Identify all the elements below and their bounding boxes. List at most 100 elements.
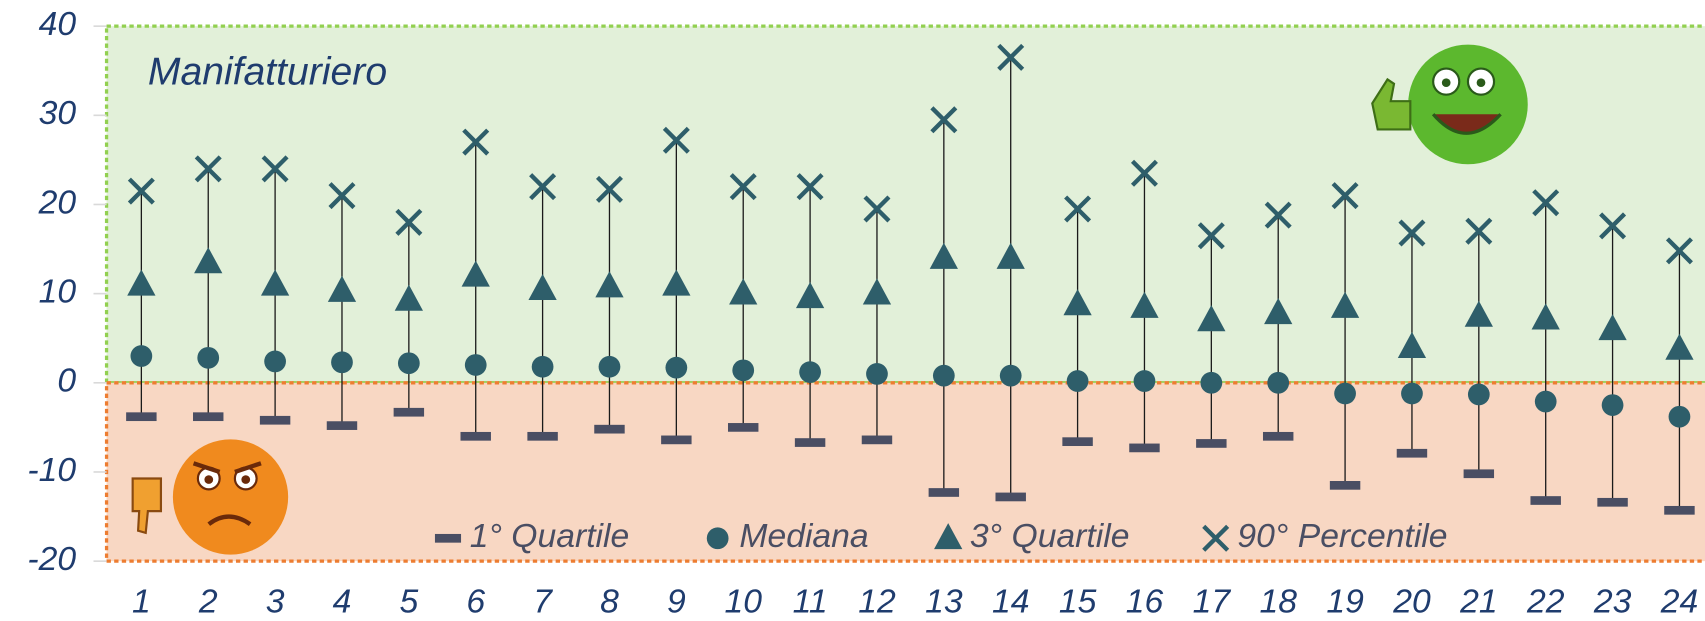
x-tick-label: 7: [533, 582, 553, 620]
q1-marker: [861, 435, 893, 445]
annotation: Manifatturiero: [148, 50, 387, 93]
sad-emoji: [131, 439, 289, 555]
q3-marker: [795, 281, 825, 309]
median-marker: [531, 355, 554, 378]
q3-marker: [1464, 300, 1493, 327]
p90-marker: [395, 208, 423, 236]
p90-marker: [127, 177, 155, 205]
q3-marker: [595, 271, 624, 298]
y-tick-label: -20: [27, 540, 76, 578]
legend-item: Mediana: [706, 517, 869, 555]
median-marker: [1334, 382, 1356, 405]
legend-label: 1° Quartile: [470, 517, 630, 555]
x-tick-label: 3: [266, 582, 285, 620]
legend-symbol: [434, 533, 462, 543]
q3-marker: [1130, 291, 1159, 318]
q3-marker: [127, 269, 156, 296]
median-marker: [932, 364, 955, 387]
q1-marker: [995, 492, 1026, 502]
q3-marker: [1397, 331, 1427, 359]
median-marker: [264, 350, 286, 373]
legend-item: 1° Quartile: [434, 517, 630, 555]
q1-marker: [393, 407, 425, 417]
q1-marker: [193, 412, 224, 422]
q1-marker: [126, 412, 157, 422]
legend-symbol: [934, 523, 963, 550]
q3-marker: [327, 275, 357, 302]
x-tick-label: 2: [198, 582, 218, 620]
q1-marker: [727, 423, 759, 432]
y-tick-label: 20: [38, 183, 77, 221]
q1-marker: [1262, 431, 1294, 441]
x-tick-label: 23: [1593, 582, 1632, 620]
median-marker: [1601, 394, 1624, 416]
median-marker: [1467, 383, 1490, 406]
median-marker: [665, 356, 688, 379]
x-tick-label: 9: [667, 582, 686, 620]
median-marker: [464, 354, 487, 376]
median-marker: [1133, 370, 1156, 392]
median-marker: [1066, 370, 1089, 392]
q3-marker: [996, 242, 1025, 269]
p90-marker: [1064, 195, 1092, 223]
p90-marker: [1665, 237, 1693, 265]
q3-marker: [862, 278, 892, 305]
median-marker: [799, 361, 821, 383]
q3-marker: [194, 247, 223, 274]
legend-item: 90° Percentile: [1202, 517, 1448, 555]
q1-marker: [928, 488, 960, 497]
median-marker: [598, 355, 621, 378]
p90-marker: [1264, 201, 1292, 229]
q3-marker: [729, 278, 758, 305]
median-marker: [1200, 371, 1223, 394]
legend-label: 3° Quartile: [970, 517, 1130, 555]
x-tick-label: 5: [399, 582, 418, 620]
p90-marker: [1331, 182, 1359, 210]
median-marker: [197, 346, 220, 369]
q1-marker: [1129, 443, 1160, 453]
q3-marker: [260, 269, 290, 296]
y-tick-label: -10: [27, 451, 76, 489]
p90-marker: [1532, 189, 1560, 217]
y-tick-label: 0: [57, 362, 76, 400]
x-tick-label: 18: [1259, 582, 1297, 620]
p90-marker: [1197, 222, 1225, 250]
x-tick-label: 24: [1660, 582, 1698, 620]
y-tick-label: 40: [39, 5, 77, 43]
p90-marker: [729, 173, 757, 201]
x-tick-label: 15: [1059, 582, 1097, 620]
p90-marker: [1465, 217, 1493, 245]
legend-symbol: [1202, 524, 1230, 552]
q3-marker: [1197, 305, 1226, 332]
q3-marker: [461, 260, 490, 287]
p90-marker: [930, 106, 958, 134]
q3-marker: [1598, 314, 1627, 341]
x-tick-label: 21: [1459, 582, 1497, 620]
median-marker: [397, 352, 420, 375]
x-tick-label: 10: [724, 582, 762, 620]
q1-marker: [1329, 481, 1361, 490]
p90-marker: [529, 173, 557, 201]
median-marker: [1534, 390, 1557, 413]
q1-marker: [661, 435, 692, 445]
q1-marker: [460, 431, 491, 441]
p90-marker: [1398, 219, 1426, 247]
p90-marker: [997, 43, 1025, 71]
p90-marker: [462, 128, 490, 156]
median-marker: [732, 359, 755, 382]
q1-marker: [1062, 437, 1093, 447]
q1-marker: [527, 431, 558, 441]
legend-label: 90° Percentile: [1237, 517, 1447, 555]
p90-marker: [194, 155, 222, 183]
q3-marker: [394, 284, 423, 311]
q1-marker: [1664, 505, 1695, 515]
x-tick-label: 8: [600, 582, 619, 620]
q1-marker: [594, 424, 625, 434]
x-tick-label: 12: [858, 582, 896, 620]
p90-marker: [595, 175, 623, 203]
x-tick-label: 6: [466, 582, 485, 620]
p90-marker: [796, 173, 824, 201]
q3-marker: [662, 269, 691, 296]
q1-marker: [1196, 439, 1227, 448]
